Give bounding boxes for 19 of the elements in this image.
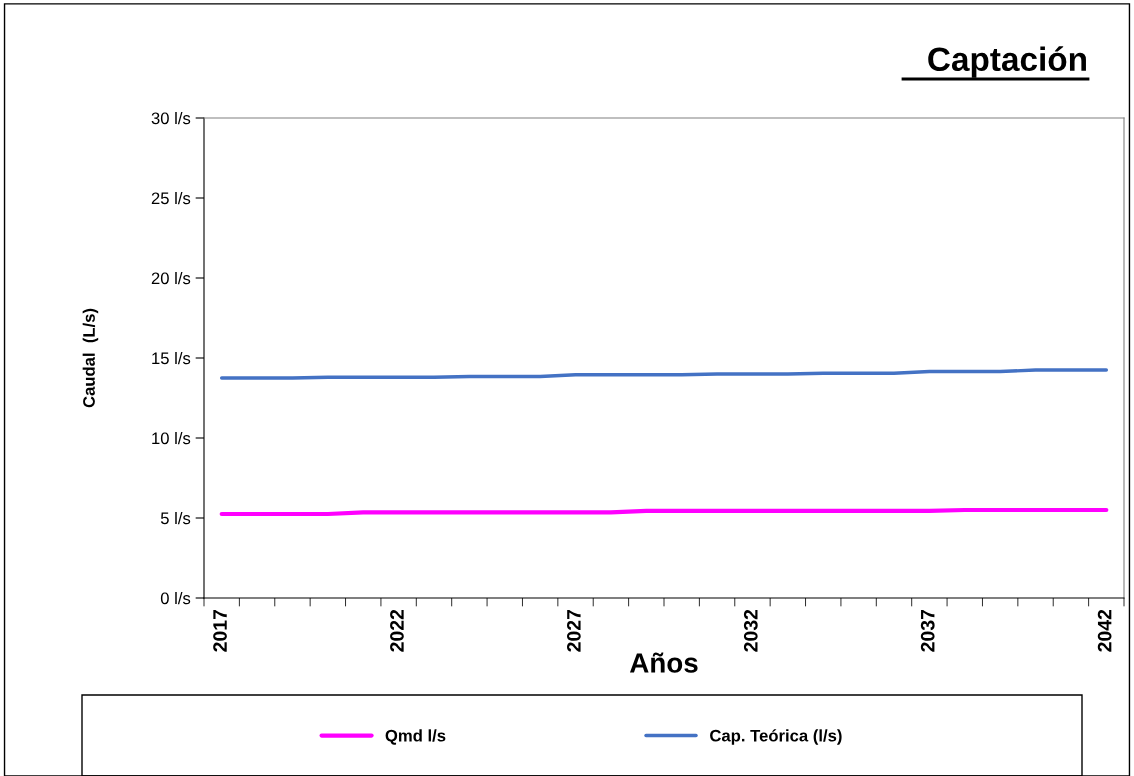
y-tick-label: 30 l/s [151,111,191,125]
y-axis-title: Caudal (L/s) [82,308,99,408]
x-axis-title: Años [629,652,698,673]
x-tick-label: 2017 [213,609,227,652]
y-tick-label: 10 l/s [152,431,191,445]
x-tick-label: 2037 [920,609,935,652]
y-tick-label: 20 l/s [151,271,191,285]
y-tick-label: 25 l/s [151,191,191,205]
legend-label: Cap. Teórica (l/s) [710,729,842,745]
x-tick-label: 2027 [566,609,581,652]
y-tick-label: 0 l/s [160,591,191,605]
x-tick-label: 2042 [1097,609,1112,652]
y-tick-label: 5 l/s [160,511,191,525]
x-tick-label: 2032 [743,609,758,652]
legend-label: Qmd l/s [385,729,446,745]
y-tick-label: 15 l/s [152,351,191,365]
chart-title: Captación [928,46,1086,78]
line-series [219,368,1109,380]
x-tick-label: 2022 [390,609,404,652]
